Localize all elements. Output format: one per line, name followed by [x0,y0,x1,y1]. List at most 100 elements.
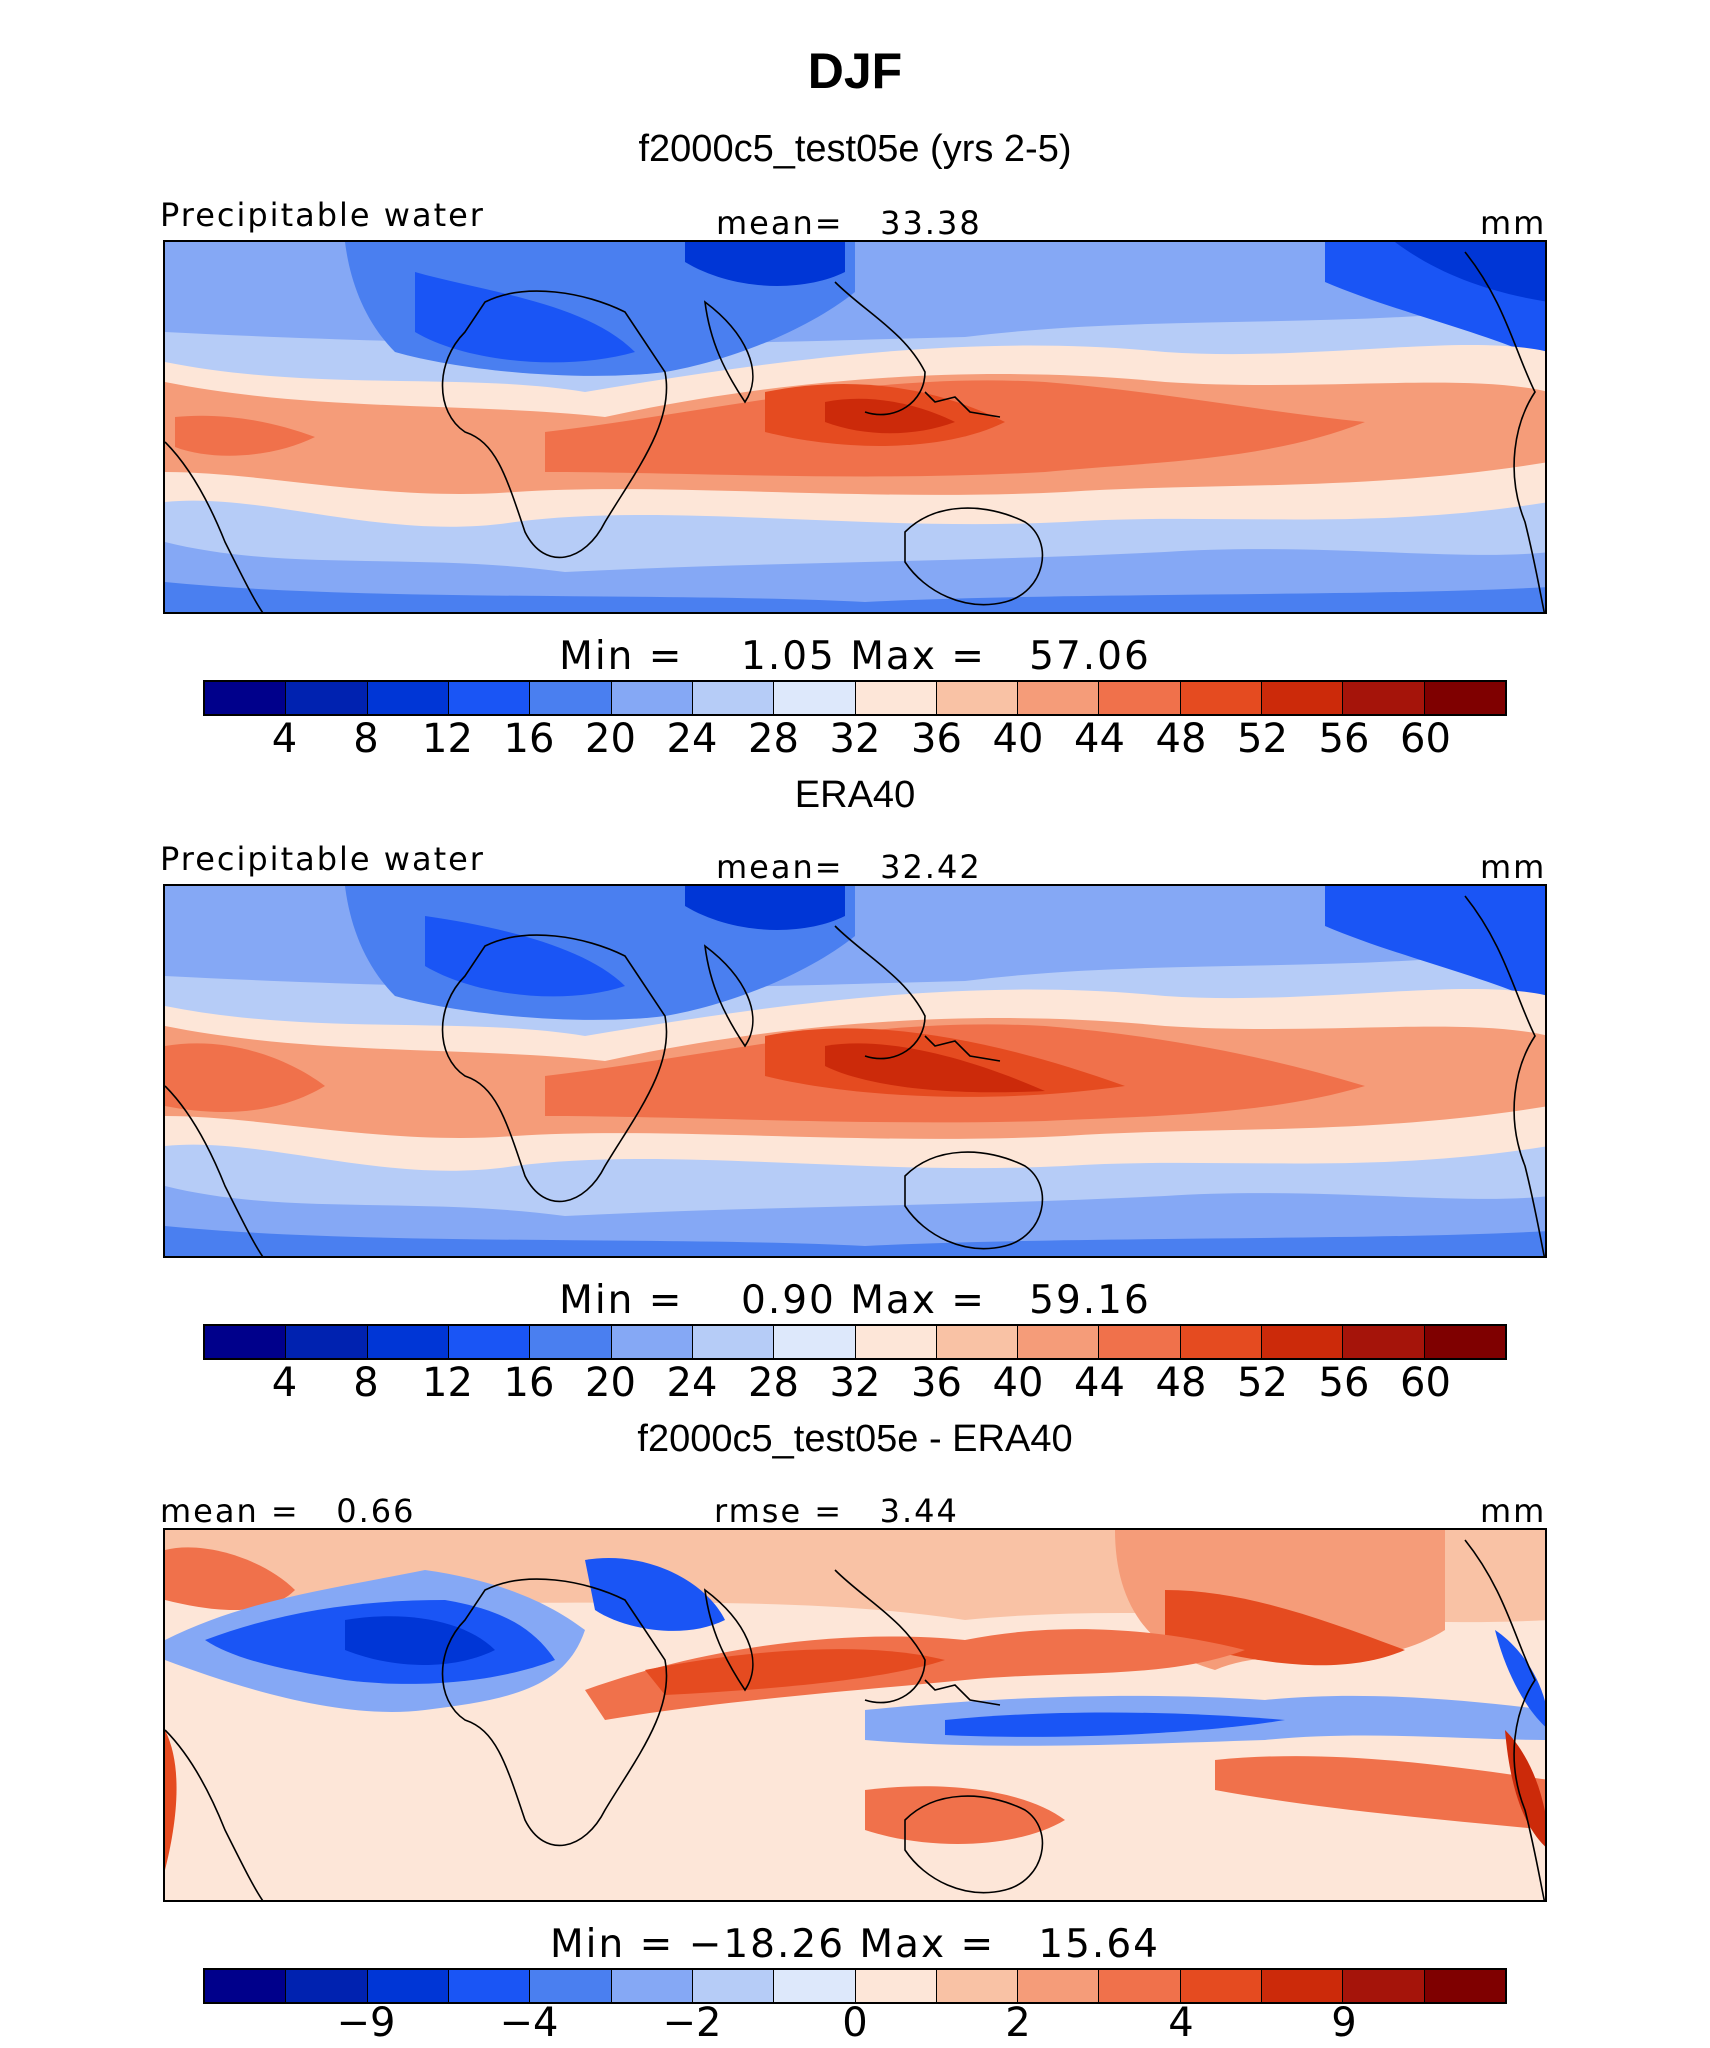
colorbar-swatch [611,682,693,714]
colorbar-swatch [448,682,531,714]
colorbar-swatch [367,1970,449,2002]
colorbar-swatch [367,1326,449,1358]
panel-1-variable-label: Precipitable water [160,196,485,234]
colorbar-tick-label: 24 [666,1360,718,1406]
colorbar-tick-label: 44 [1074,716,1125,762]
colorbar-swatch [1262,682,1344,714]
colorbar-swatch [1343,1326,1425,1358]
panel-2-mean-label: mean= 32.42 [716,848,982,886]
panel-1-mean-label: mean= 33.38 [716,204,982,242]
colorbar-tick-label: 0 [842,2000,868,2046]
panel-1-map [163,240,1547,614]
panel-2-map [163,884,1547,1258]
colorbar-tick-label: 60 [1400,1360,1451,1406]
colorbar-swatch [855,682,937,714]
colorbar-swatch [936,1970,1019,2002]
colorbar-tick-label: 32 [829,1360,881,1406]
colorbar-tick-label: 28 [748,716,799,762]
colorbar-swatch [936,1326,1019,1358]
colorbar-tick-label: 56 [1318,1360,1370,1406]
figure-title: DJF [807,43,903,99]
colorbar-tick-label: 32 [829,716,881,762]
colorbar-swatch [448,1970,531,2002]
colorbar-tick-label: 40 [992,1360,1044,1406]
panel-1-subtitle: f2000c5_test05e (yrs 2-5) [638,128,1072,170]
colorbar-tick-label: 4 [271,1360,298,1406]
colorbar-tick-label: 16 [503,716,555,762]
colorbar-tick-label: 12 [422,716,473,762]
colorbar-swatch [1099,682,1181,714]
colorbar-swatch [1018,1970,1100,2002]
colorbar-swatch [611,1970,693,2002]
colorbar-tick-label: 9 [1331,2000,1357,2046]
colorbar-tick-label: 24 [666,716,718,762]
colorbar-swatch [205,682,287,714]
panel-3-rmse-label: rmse = 3.44 [714,1492,959,1530]
colorbar-swatch [1180,1970,1263,2002]
colorbar-swatch [936,682,1019,714]
colorbar-swatch [530,682,612,714]
colorbar-swatch [1099,1326,1181,1358]
colorbar-tick-label: −2 [662,2000,722,2046]
colorbar-swatch [611,1326,693,1358]
panel-3-colorbar [203,1968,1507,2004]
panel-3-mean-label: mean = 0.66 [160,1492,416,1530]
colorbar-tick-label: 36 [911,716,962,762]
colorbar-swatch [774,682,856,714]
panel-2-colorbar-ticks: 4 8 12 16 20 24 28 32 36 40 44 48 52 56 … [203,1360,1507,1406]
colorbar-swatch [1018,1326,1100,1358]
colorbar-swatch [1180,682,1263,714]
colorbar-tick-label: 28 [748,1360,799,1406]
colorbar-tick-label: 36 [911,1360,962,1406]
colorbar-swatch [448,1326,531,1358]
colorbar-swatch [1262,1970,1344,2002]
colorbar-swatch [286,1326,368,1358]
panel-3-colorbar-ticks: −9 −4 −2 0 2 4 9 [203,2000,1507,2046]
colorbar-swatch [1099,1970,1181,2002]
colorbar-swatch [1262,1326,1344,1358]
panel-1-minmax: Min = 1.05 Max = 57.06 [559,634,1151,679]
panel-3-minmax: Min = −18.26 Max = 15.64 [550,1922,1160,1967]
colorbar-swatch [692,1326,775,1358]
colorbar-swatch [1018,682,1100,714]
colorbar-swatch [1343,682,1425,714]
colorbar-swatch [205,1326,287,1358]
panel-1-units-label: mm [1480,204,1547,242]
colorbar-swatch [1424,682,1505,714]
colorbar-swatch [1180,1326,1263,1358]
colorbar-tick-label: 20 [585,1360,636,1406]
colorbar-swatch [774,1326,856,1358]
colorbar-tick-label: 4 [1168,2000,1194,2046]
panel-1-colorbar-ticks: 4 8 12 16 20 24 28 32 36 40 44 48 52 56 … [203,716,1507,762]
panel-2-variable-label: Precipitable water [160,840,485,878]
colorbar-tick-label: 2 [1005,2000,1031,2046]
colorbar-tick-label: 16 [503,1360,555,1406]
colorbar-swatch [692,1970,775,2002]
colorbar-swatch [205,1970,287,2002]
panel-1-colorbar [203,680,1507,716]
colorbar-swatch [367,682,449,714]
panel-2-subtitle: ERA40 [794,774,916,816]
colorbar-tick-label: 40 [992,716,1044,762]
colorbar-tick-label: 8 [353,716,379,762]
colorbar-swatch [855,1326,937,1358]
colorbar-swatch [1424,1326,1505,1358]
colorbar-swatch [530,1326,612,1358]
colorbar-tick-label: 48 [1155,1360,1207,1406]
colorbar-tick-label: 56 [1318,716,1370,762]
colorbar-swatch [774,1970,856,2002]
panel-2-units-label: mm [1480,848,1547,886]
colorbar-tick-label: 44 [1074,1360,1125,1406]
colorbar-tick-label: 8 [353,1360,379,1406]
colorbar-tick-label: 20 [585,716,636,762]
colorbar-swatch [1343,1970,1425,2002]
colorbar-tick-label: 48 [1155,716,1207,762]
colorbar-tick-label: 12 [422,1360,473,1406]
colorbar-tick-label: 52 [1237,1360,1288,1406]
colorbar-swatch [286,1970,368,2002]
panel-2-minmax: Min = 0.90 Max = 59.16 [559,1278,1151,1323]
colorbar-tick-label: −9 [336,2000,396,2046]
panel-3-subtitle: f2000c5_test05e - ERA40 [637,1418,1073,1460]
colorbar-swatch [286,682,368,714]
colorbar-swatch [692,682,775,714]
